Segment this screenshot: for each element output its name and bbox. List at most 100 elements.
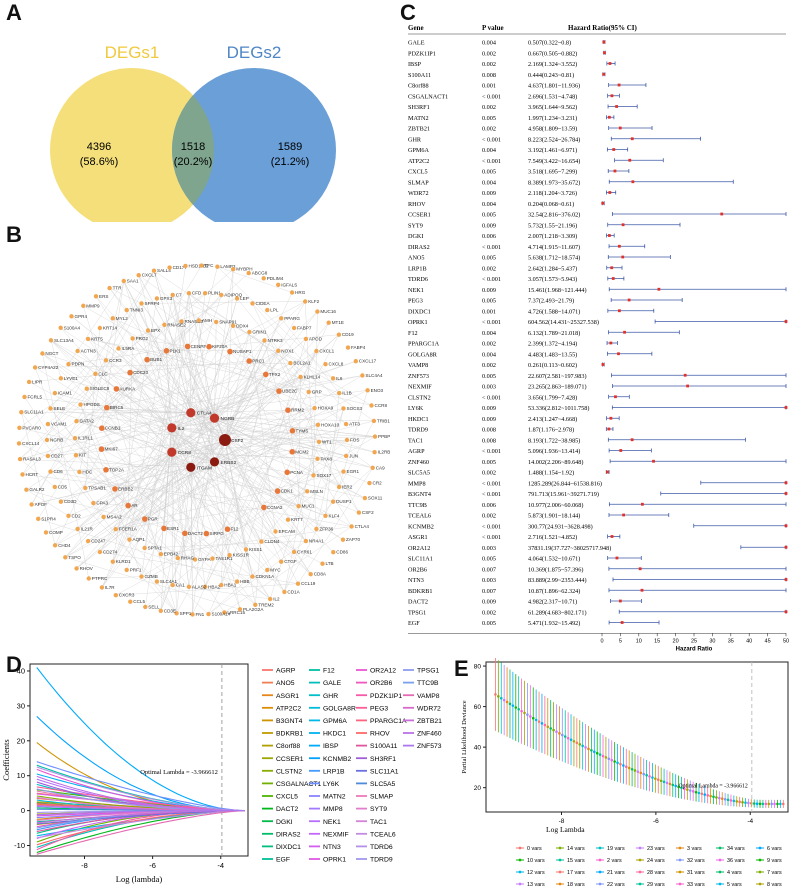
network-node [336,484,342,490]
cv-point [781,802,785,806]
network-node [186,584,192,589]
network-node-label: TSPO [68,555,81,560]
lasso-legend-label: NEXMIF [323,831,349,838]
network-edge [284,424,319,592]
cv-point [499,696,503,700]
network-node-label: LEP [240,296,249,301]
network-node-label: GRP [312,390,322,395]
network-edge [146,359,226,441]
network-node-label: TAS1R1 [216,556,233,561]
lasso-legend-label: S100A11 [370,743,398,750]
network-edge [26,489,185,534]
network-node [323,513,328,518]
network-node [113,527,118,532]
forest-pvalue: 0.002 [482,104,496,111]
network-node [276,388,282,394]
network-node [124,567,129,573]
network-node-label: CXCR3 [119,593,135,598]
network-edge [101,360,250,588]
network-edge [95,296,285,592]
network-edge [112,318,215,419]
cv-legend-label: 36 vars [727,858,745,864]
network-edge [85,451,172,489]
forest-hr-text: 8.223(2.524~26.784) [528,136,580,143]
forest-point [640,502,644,506]
lasso-legend-label: GOLGA8R [323,705,356,712]
network-edge [20,458,191,468]
network-node-label: SIGLEC8 [90,386,110,391]
forest-pvalue: 0.002 [482,61,496,68]
network-node-label: SOX11 [368,496,383,501]
network-edge [176,350,317,614]
network-node [320,561,325,566]
network-node-label: MYBPH [236,267,252,272]
network-node-label: LAMP3 [220,264,236,269]
network-node [163,348,170,354]
network-node-label: IER2 [342,484,353,489]
forest-tick-label: 35 [728,638,734,644]
forest-pvalue: 0.005 [482,115,496,122]
network-edge [270,441,320,600]
network-node-label: PLIN1 [208,291,221,296]
forest-gene: ANO5 [408,255,425,262]
forest-pvalue: 0.005 [482,459,496,466]
cv-point [723,797,727,801]
network-node [77,469,82,475]
forest-hr-text: 4.483(1.483~13.55) [528,351,577,358]
network-node-label: C7 [176,292,182,297]
venn-diagram: DEGs1 DEGs2 4396 (58.6%) 1518 (20.2%) 15… [50,43,336,222]
network-node-label: SFRP4 [145,301,160,306]
network-edge [160,526,352,555]
network-node [145,328,151,333]
network-node-label: CXCL8 [329,362,344,367]
network-node [311,473,316,478]
forest-pvalue: < 0.001 [482,136,501,143]
forest-hr-text: 2.399(1.372~4.194) [528,341,577,348]
network-edge [214,461,262,542]
cv-point [773,802,776,806]
forest-hr-text: 61.289(4.683~802.171) [528,609,587,616]
cv-point [607,757,611,761]
network-node [237,607,243,612]
forest-hr-text: 2.696(1.531~4.748) [528,93,577,100]
network-node [93,371,98,376]
cv-y-label: Partial Likelihood Deviance [461,700,468,773]
network-node [341,469,346,474]
forest-point [609,416,613,420]
network-node [24,487,29,492]
network-node-label: CCL19 [301,581,316,586]
forest-hr-text: 5.732(1.55~21.196) [528,222,577,229]
panel-letter-d: D [6,652,22,677]
lasso-legend-label: GPM6A [323,718,347,725]
network-edge [171,407,315,429]
network-edge [292,407,315,431]
forest-gene: LRP1B [408,265,427,272]
lasso-legend-label: DIXDC1 [276,844,301,851]
network-node-label: IL7R [105,585,115,590]
forest-pvalue: 0.002 [482,362,496,369]
network-edge [171,301,306,429]
network-edge [224,439,308,492]
network-node [58,325,63,330]
network-edge [115,491,308,596]
network-node [365,388,370,393]
network-edge [65,451,172,558]
forest-point [617,83,621,87]
forest-pvalue: 0.005 [482,373,496,380]
venn-both-pct: (20.2%) [174,156,213,168]
network-node-label: GYPA [198,557,211,562]
lasso-path-line [36,768,245,812]
network-node [370,465,375,470]
network-edge [123,280,373,468]
cv-legend-dot [598,858,602,862]
forest-gene: OR2A12 [408,545,430,552]
cv-point [700,792,704,796]
network-edge [224,526,352,613]
forest-gene: TDRD6 [408,276,428,283]
network-node [192,557,198,562]
forest-hr-text: 4.958(1.809~13.59) [528,126,577,133]
network-node [308,572,313,577]
network-node [227,553,232,558]
network-node-label: NTRK3 [268,338,284,343]
network-edge [190,412,193,615]
